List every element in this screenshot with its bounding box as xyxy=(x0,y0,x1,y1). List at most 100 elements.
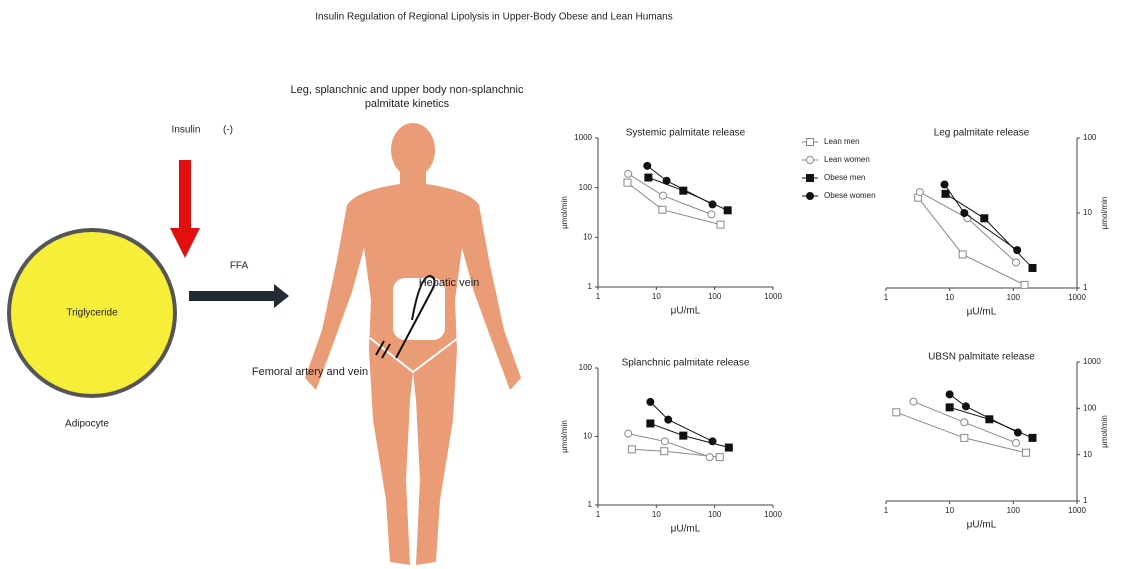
y-tick-label: 100 xyxy=(579,183,593,192)
x-axis-label: μU/mL xyxy=(671,306,701,317)
chart-title: Splanchnic palmitate release xyxy=(622,358,750,369)
y-axis-label: μmol/min xyxy=(1100,197,1109,230)
data-point xyxy=(723,206,732,215)
liver-window xyxy=(393,278,445,340)
data-point xyxy=(705,453,714,462)
data-point xyxy=(658,205,667,214)
catheter xyxy=(395,274,436,359)
x-tick-label: 1000 xyxy=(1068,506,1086,515)
insulin-label: Insulin xyxy=(172,125,201,136)
y-tick-label: 1000 xyxy=(1083,357,1101,366)
legend-label: Lean women xyxy=(824,155,870,164)
data-point xyxy=(708,200,717,209)
y-tick-label: 10 xyxy=(583,232,592,241)
page-title: Insulin Regulation of Regional Lipolysis… xyxy=(315,12,672,23)
data-point xyxy=(1011,258,1020,267)
y-tick-label: 1 xyxy=(588,500,593,509)
data-point xyxy=(664,415,673,424)
y-axis-label: μmol/min xyxy=(1100,415,1109,448)
x-tick-label: 10 xyxy=(652,510,661,519)
data-point xyxy=(660,447,669,456)
legend-label: Obese men xyxy=(824,173,865,182)
x-tick-label: 100 xyxy=(1007,506,1021,515)
data-point xyxy=(646,397,655,406)
legend-marker xyxy=(806,138,814,146)
data-point xyxy=(958,250,967,259)
regression-line xyxy=(628,433,710,458)
legend-marker xyxy=(806,192,814,200)
data-point xyxy=(945,403,954,412)
underwear-line xyxy=(369,337,459,374)
data-point xyxy=(660,437,669,446)
data-point xyxy=(646,419,655,428)
data-point xyxy=(1011,438,1020,447)
x-tick-label: 100 xyxy=(708,292,722,301)
y-tick-label: 1 xyxy=(1083,496,1088,505)
chart-title: Systemic palmitate release xyxy=(626,128,746,139)
y-tick-label: 1000 xyxy=(574,133,592,142)
y-tick-label: 100 xyxy=(579,363,593,372)
legend-label: Lean men xyxy=(824,137,860,146)
cell-name: Adipocyte xyxy=(65,419,109,430)
data-point xyxy=(1013,428,1022,437)
data-point xyxy=(623,178,632,187)
femoral-label: Femoral artery and vein xyxy=(252,366,368,378)
y-tick-label: 10 xyxy=(1083,208,1092,217)
data-point xyxy=(1028,433,1037,442)
regression-line xyxy=(646,165,713,205)
data-point xyxy=(627,445,636,454)
catheter xyxy=(381,343,391,359)
data-point xyxy=(724,443,733,452)
x-tick-label: 10 xyxy=(945,506,954,515)
y-tick-label: 1 xyxy=(1083,283,1088,292)
data-point xyxy=(1020,280,1029,289)
y-tick-label: 1 xyxy=(588,282,593,291)
ffa-arrow xyxy=(189,284,289,308)
x-axis-label: μU/mL xyxy=(967,520,997,531)
regression-line xyxy=(627,182,721,226)
data-point xyxy=(961,402,970,411)
x-axis-label: μU/mL xyxy=(967,307,997,318)
data-point xyxy=(909,397,918,406)
data-point xyxy=(1013,246,1022,255)
x-tick-label: 10 xyxy=(652,292,661,301)
data-point xyxy=(980,214,989,223)
data-point xyxy=(1021,448,1030,457)
ffa-label: FFA xyxy=(230,261,249,272)
body-caption: palmitate kinetics xyxy=(365,98,450,110)
chart-title: Leg palmitate release xyxy=(934,128,1030,139)
chart-title: UBSN palmitate release xyxy=(928,352,1035,363)
y-tick-label: 10 xyxy=(583,432,592,441)
hepatic-label: Hepatic vein xyxy=(419,277,480,289)
data-point xyxy=(716,220,725,229)
x-tick-label: 1 xyxy=(596,510,601,519)
data-point xyxy=(624,169,633,178)
data-point xyxy=(960,433,969,442)
legend-marker xyxy=(806,156,814,164)
body-head xyxy=(391,123,435,177)
x-tick-label: 1 xyxy=(884,293,889,302)
data-point xyxy=(892,408,901,417)
legend-marker xyxy=(806,174,814,182)
x-tick-label: 100 xyxy=(1007,293,1021,302)
body-silhouette xyxy=(305,170,521,565)
x-tick-label: 1 xyxy=(596,292,601,301)
body-caption: Leg, splanchnic and upper body non-splan… xyxy=(291,84,524,96)
x-tick-label: 1000 xyxy=(764,292,782,301)
legend-label: Obese women xyxy=(824,191,876,200)
catheter xyxy=(375,340,385,356)
data-point xyxy=(941,189,950,198)
y-axis-label: μmol/min xyxy=(560,196,569,229)
adipocyte-cell xyxy=(7,228,177,398)
data-point xyxy=(945,390,954,399)
data-point xyxy=(715,453,724,462)
data-point xyxy=(708,437,717,446)
x-tick-label: 100 xyxy=(708,510,722,519)
x-tick-label: 10 xyxy=(945,293,954,302)
data-point xyxy=(960,418,969,427)
regression-line xyxy=(917,197,1025,286)
insulin-arrow xyxy=(170,160,200,258)
data-point xyxy=(940,180,949,189)
y-tick-label: 100 xyxy=(1083,133,1097,142)
